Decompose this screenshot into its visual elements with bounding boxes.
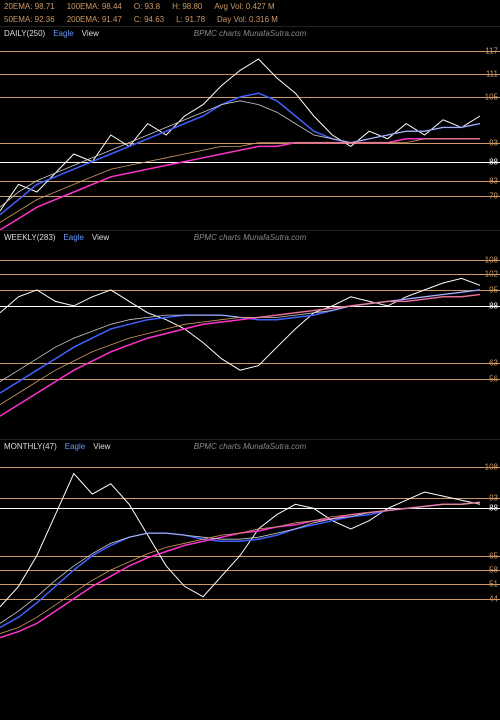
chart-svg <box>0 453 500 648</box>
stat-close: C: 94.63 <box>134 15 164 24</box>
series-line-0 <box>0 278 480 370</box>
series-line-1 <box>0 502 480 627</box>
watermark: BPMC charts MunafaSutra.com <box>194 442 306 451</box>
gridlabel: 88 <box>489 157 498 166</box>
gridlabel: 93 <box>489 138 498 147</box>
gridlabel: 65 <box>489 551 498 560</box>
series-line-4 <box>0 295 480 405</box>
gridlabel: 83 <box>489 176 498 185</box>
chart-svg <box>0 244 500 439</box>
gridlabel: 58 <box>489 566 498 575</box>
series-line-1 <box>0 93 480 215</box>
gridlabel: 102 <box>485 269 498 278</box>
stats-row-1: 20EMA: 98.71 100EMA: 98.44 O: 93.8 H: 98.80… <box>0 0 500 13</box>
panel-timeframe-label: MONTHLY(47) <box>4 442 57 451</box>
stat-avgvol: Avg Vol: 0.427 M <box>214 2 274 11</box>
stat-high: H: 98.80 <box>172 2 202 11</box>
series-line-2 <box>0 139 480 230</box>
gridlabel: 88 <box>489 504 498 513</box>
gridlabel: 63 <box>489 359 498 368</box>
chart-svg <box>0 40 500 230</box>
chart-panel-2: MONTHLY(47) Eagle View BPMC charts MunafaSu… <box>0 439 500 648</box>
stat-ema20: 20EMA: 98.71 <box>4 2 55 11</box>
series-line-0 <box>0 474 480 607</box>
gridlabel: 95 <box>489 285 498 294</box>
gridlabel: 88 <box>489 301 498 310</box>
stat-open: O: 93.8 <box>134 2 160 11</box>
gridlabel: 108 <box>485 463 498 472</box>
eagle-link[interactable]: Eagle <box>53 29 73 38</box>
gridlabel: 117 <box>485 47 498 56</box>
chart-panel-1: WEEKLY(283) Eagle View BPMC charts MunafaSu… <box>0 230 500 439</box>
series-line-4 <box>0 139 480 223</box>
watermark: BPMC charts MunafaSutra.com <box>194 29 306 38</box>
eagle-link[interactable]: Eagle <box>65 442 85 451</box>
eagle-link[interactable]: Eagle <box>63 233 83 242</box>
series-line-3 <box>0 290 480 382</box>
gridlabel: 44 <box>489 594 498 603</box>
chart-panel-0: DAILY(250) Eagle View BPMC charts MunafaSut… <box>0 26 500 230</box>
panel-title-row: WEEKLY(283) Eagle View BPMC charts MunafaSu… <box>0 231 500 244</box>
gridlabel: 111 <box>486 70 498 79</box>
panel-title-row: MONTHLY(47) Eagle View BPMC charts MunafaSu… <box>0 440 500 453</box>
series-line-2 <box>0 295 480 417</box>
series-line-4 <box>0 502 480 633</box>
series-line-0 <box>0 59 480 211</box>
panel-title-row: DAILY(250) Eagle View BPMC charts MunafaSut… <box>0 27 500 40</box>
gridlabel: 51 <box>489 580 498 589</box>
stat-dayvol: Day Vol: 0.316 M <box>217 15 278 24</box>
series-line-2 <box>0 502 480 637</box>
stat-low: L: 91.78 <box>176 15 205 24</box>
stat-ema50: 50EMA: 92.36 <box>4 15 55 24</box>
panel-timeframe-label: WEEKLY(283) <box>4 233 55 242</box>
series-line-3 <box>0 101 480 207</box>
panel-timeframe-label: DAILY(250) <box>4 29 45 38</box>
view-label: View <box>93 442 110 451</box>
stat-ema200: 200EMA: 91.47 <box>67 15 122 24</box>
gridlabel: 79 <box>489 191 498 200</box>
chart-area: 108 102 95 88 63 56 <box>0 244 500 439</box>
gridlabel: 56 <box>489 375 498 384</box>
stats-row-2: 50EMA: 92.36 200EMA: 91.47 C: 94.63 L: 91.7… <box>0 13 500 26</box>
view-label: View <box>92 233 109 242</box>
view-label: View <box>82 29 99 38</box>
chart-area: 117 111 105 93 88 83 79 <box>0 40 500 230</box>
gridlabel: 108 <box>485 256 498 265</box>
gridlabel: 105 <box>485 93 498 102</box>
stat-ema100: 100EMA: 98.44 <box>67 2 122 11</box>
gridlabel: 93 <box>489 494 498 503</box>
series-line-3 <box>0 502 480 623</box>
chart-area: 108 9388 65 58 51 44 <box>0 453 500 648</box>
watermark: BPMC charts MunafaSutra.com <box>194 233 306 242</box>
